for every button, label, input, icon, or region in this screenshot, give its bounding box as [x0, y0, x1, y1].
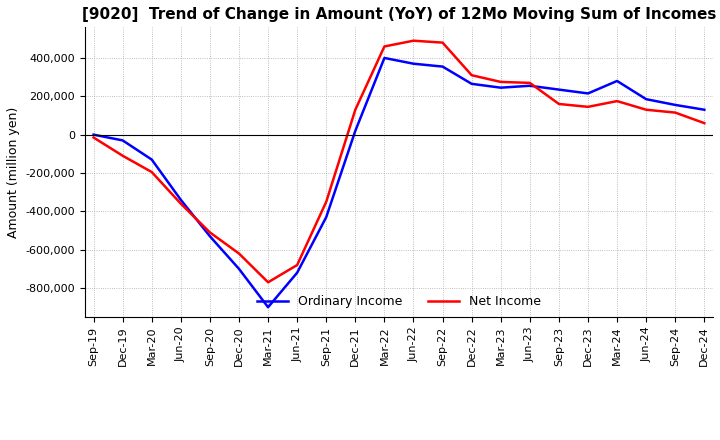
Net Income: [351, 107, 360, 112]
Ordinary Income: [467, 81, 476, 87]
Ordinary Income: [554, 87, 563, 92]
Ordinary Income: [118, 138, 127, 143]
Net Income: [380, 44, 389, 49]
Ordinary Income: [293, 270, 302, 275]
Line: Ordinary Income: Ordinary Income: [94, 58, 704, 307]
Net Income: [554, 101, 563, 106]
Ordinary Income: [496, 85, 505, 90]
Net Income: [467, 73, 476, 78]
Ordinary Income: [148, 157, 156, 162]
Net Income: [409, 38, 418, 43]
Net Income: [118, 153, 127, 158]
Net Income: [206, 230, 215, 235]
Net Income: [264, 280, 272, 285]
Net Income: [148, 169, 156, 175]
Ordinary Income: [584, 91, 593, 96]
Ordinary Income: [176, 197, 185, 202]
Net Income: [671, 110, 680, 115]
Net Income: [613, 99, 621, 104]
Ordinary Income: [642, 96, 650, 102]
Ordinary Income: [89, 132, 98, 137]
Ordinary Income: [613, 78, 621, 84]
Net Income: [700, 121, 708, 126]
Ordinary Income: [235, 266, 243, 271]
Ordinary Income: [700, 107, 708, 112]
Title: [9020]  Trend of Change in Amount (YoY) of 12Mo Moving Sum of Incomes: [9020] Trend of Change in Amount (YoY) o…: [82, 7, 716, 22]
Ordinary Income: [438, 64, 447, 69]
Net Income: [89, 135, 98, 140]
Net Income: [235, 251, 243, 256]
Ordinary Income: [526, 83, 534, 88]
Legend: Ordinary Income, Net Income: Ordinary Income, Net Income: [252, 290, 546, 313]
Line: Net Income: Net Income: [94, 40, 704, 282]
Net Income: [322, 199, 330, 205]
Ordinary Income: [380, 55, 389, 61]
Net Income: [584, 104, 593, 110]
Ordinary Income: [264, 304, 272, 310]
Ordinary Income: [671, 102, 680, 107]
Net Income: [526, 80, 534, 85]
Y-axis label: Amount (million yen): Amount (million yen): [7, 106, 20, 238]
Net Income: [438, 40, 447, 45]
Net Income: [642, 107, 650, 112]
Ordinary Income: [206, 234, 215, 239]
Ordinary Income: [409, 61, 418, 66]
Ordinary Income: [351, 128, 360, 133]
Net Income: [496, 79, 505, 84]
Net Income: [293, 262, 302, 268]
Ordinary Income: [322, 214, 330, 220]
Net Income: [176, 201, 185, 206]
